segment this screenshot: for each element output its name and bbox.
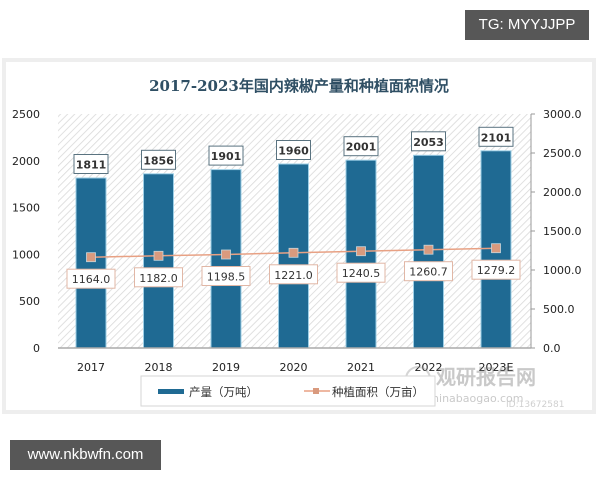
- legend-label-production: 产量（万吨）: [189, 385, 258, 399]
- right-tick-label: 500.0: [543, 303, 575, 316]
- bar-series: 1811 1856 1901 1960 2001 2053 2101: [73, 126, 514, 348]
- left-tick-label: 500: [19, 295, 40, 308]
- left-tick-label: 2500: [12, 108, 40, 121]
- bar: [144, 174, 173, 348]
- area-value-label: 1240.5: [342, 267, 381, 280]
- chart: 2017-2023年国内辣椒产量和种植面积情况 0 500 1000 1500 2000…: [12, 77, 582, 410]
- url-badge: www.nkbwfn.com: [10, 440, 161, 470]
- x-axis: 2017 2018 2019 2020 2021 2022 2023E: [77, 361, 514, 374]
- x-tick-label: 2019: [212, 361, 240, 374]
- watermark-cn: 观研报告网: [436, 365, 536, 389]
- bar-value-label: 1856: [143, 154, 174, 167]
- tg-badge: TG: MYYJJPP: [465, 10, 589, 40]
- x-tick-label: 2018: [145, 361, 173, 374]
- left-axis: 0 500 1000 1500 2000 2500: [12, 108, 40, 355]
- bar-value-box: [276, 140, 311, 160]
- right-tick-label: 1500.0: [543, 225, 582, 238]
- area-marker: [491, 243, 501, 254]
- area-value-box: [66, 268, 116, 289]
- watermark: 观研报告网 chinabaogao.com ID:13672581: [405, 365, 564, 410]
- x-tick-label: 2020: [280, 361, 308, 374]
- area-marker: [221, 249, 231, 260]
- legend-label-area: 种植面积（万亩）: [332, 385, 424, 399]
- bar-value-label: 1811: [76, 159, 107, 172]
- legend-line-marker: [313, 388, 319, 394]
- bar-value-box: [208, 145, 244, 166]
- chart-panel: 2017-2023年国内辣椒产量和种植面积情况 0 500 1000 1500 2000…: [6, 62, 592, 410]
- area-value-label: 1164.0: [72, 273, 111, 286]
- bar-value-label: 1960: [278, 145, 309, 158]
- chart-card: 2017-2023年国内辣椒产量和种植面积情况 0 500 1000 1500 2000…: [2, 58, 596, 414]
- bar-value-box: [73, 154, 109, 174]
- right-tick-label: 3000.0: [543, 108, 582, 121]
- x-tick-label: 2023E: [479, 361, 514, 374]
- area-value-box: [336, 262, 386, 283]
- right-tick-label: 2000.0: [543, 186, 582, 199]
- area-marker: [153, 250, 164, 261]
- legend: 产量（万吨） 种植面积（万亩）: [140, 375, 436, 407]
- left-tick-label: 0: [33, 342, 40, 355]
- area-marker: [86, 252, 96, 263]
- right-tick-label: 0.0: [543, 342, 561, 355]
- area-value-label: 1221.0: [274, 269, 313, 282]
- area-value-label: 1198.5: [207, 271, 246, 284]
- left-tick-label: 2000: [12, 155, 40, 168]
- area-marker: [423, 244, 434, 255]
- bar-value-label: 2053: [413, 136, 444, 149]
- area-value-box: [201, 266, 251, 286]
- bar-value-label: 2001: [346, 141, 377, 154]
- area-value-label: 1279.2: [477, 264, 516, 277]
- area-value-label: 1182.0: [139, 272, 178, 285]
- area-value-box: [269, 264, 318, 285]
- legend-bar-swatch: [158, 389, 184, 394]
- area-marker: [288, 247, 299, 258]
- bar-value-box: [478, 126, 514, 147]
- chart-title: 2017-2023年国内辣椒产量和种植面积情况: [149, 77, 449, 95]
- area-value-box: [471, 259, 521, 280]
- area-value-box: [134, 267, 183, 288]
- bar: [76, 178, 106, 348]
- right-axis: 0.0 500.0 1000.0 1500.0 2000.0 2500.0 3000.0: [530, 108, 582, 355]
- x-tick-label: 2021: [347, 361, 375, 374]
- area-value-label: 1260.7: [409, 266, 448, 279]
- x-tick-label: 2017: [77, 361, 105, 374]
- watermark-id: ID:13672581: [506, 400, 564, 410]
- area-value-box: [404, 261, 453, 282]
- bar-value-box: [141, 149, 176, 170]
- left-tick-label: 1500: [12, 202, 40, 215]
- bar-value-label: 1901: [211, 150, 242, 163]
- right-tick-label: 2500.0: [543, 147, 582, 160]
- line-series: 1164.0 1182.0 1198.5 1221.0 1240.5 1260.7 1279…: [66, 243, 521, 289]
- bar-value-box: [343, 136, 379, 157]
- right-tick-label: 1000.0: [543, 264, 582, 277]
- left-tick-label: 1000: [12, 248, 40, 261]
- bar-value-label: 2101: [481, 131, 512, 144]
- watermark-en: chinabaogao.com: [426, 392, 524, 405]
- bar-value-box: [411, 131, 446, 152]
- x-tick-label: 2022: [415, 361, 443, 374]
- area-marker: [356, 246, 366, 257]
